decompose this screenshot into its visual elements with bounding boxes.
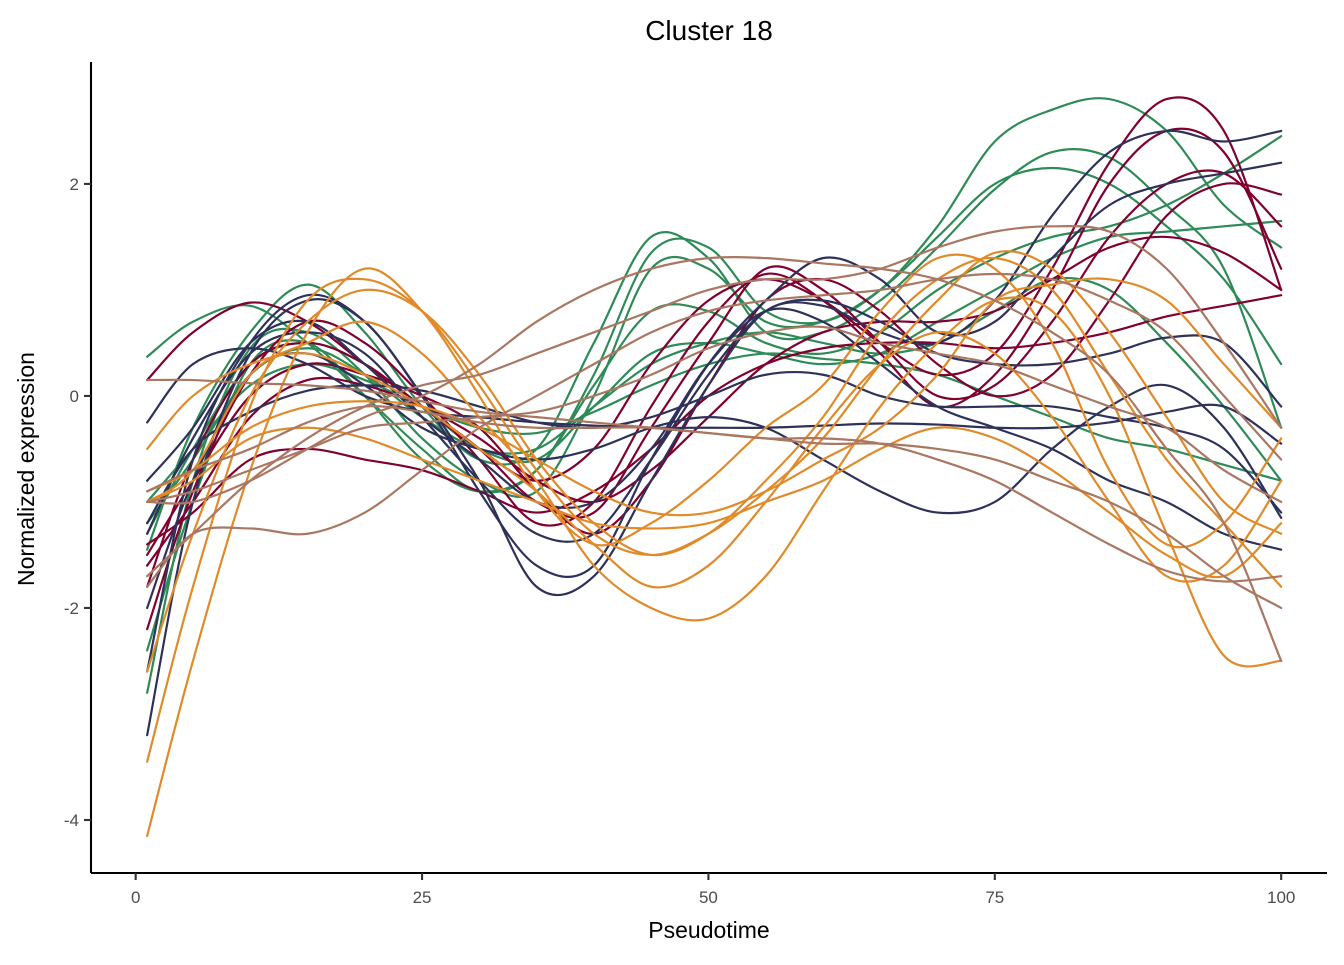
y-tick-label: -4 bbox=[64, 811, 79, 830]
y-tick-label: 0 bbox=[70, 387, 79, 406]
series-line-gene-32 bbox=[146, 325, 1283, 504]
series-line-gene-15 bbox=[146, 161, 1283, 673]
y-axis-title: Normalized expression bbox=[13, 352, 39, 586]
y-tick-label: 2 bbox=[70, 175, 79, 194]
series-layer bbox=[146, 96, 1283, 837]
series-line-gene-18 bbox=[146, 370, 1283, 525]
series-line-gene-02 bbox=[146, 148, 1283, 551]
series-line-gene-29 bbox=[146, 256, 1283, 663]
series-line-gene-19 bbox=[146, 347, 1283, 445]
y-axis-ticks: -4 -2 0 2 bbox=[64, 175, 91, 830]
series-line-gene-01 bbox=[146, 97, 1283, 494]
x-axis-ticks: 0 25 50 75 100 bbox=[131, 873, 1295, 907]
series-line-gene-06 bbox=[146, 276, 1283, 525]
series-line-gene-31 bbox=[146, 272, 1283, 588]
series-line-gene-24 bbox=[146, 296, 1283, 668]
series-line-gene-12 bbox=[146, 235, 1283, 567]
series-line-gene-23 bbox=[146, 256, 1283, 673]
series-line-gene-17 bbox=[146, 307, 1283, 551]
x-tick-label: 0 bbox=[131, 888, 140, 907]
chart-title: Cluster 18 bbox=[645, 15, 773, 46]
series-line-gene-08 bbox=[146, 96, 1283, 482]
series-line-gene-26 bbox=[146, 426, 1283, 579]
x-axis-title: Pseudotime bbox=[648, 917, 769, 943]
x-tick-label: 75 bbox=[985, 888, 1004, 907]
series-line-gene-14 bbox=[146, 129, 1283, 737]
x-tick-label: 50 bbox=[699, 888, 718, 907]
y-tick-label: -2 bbox=[64, 599, 79, 618]
series-line-gene-33 bbox=[146, 405, 1283, 610]
series-line-gene-25 bbox=[146, 331, 1283, 589]
series-line-gene-30 bbox=[146, 225, 1283, 578]
x-tick-label: 25 bbox=[413, 888, 432, 907]
series-line-gene-21 bbox=[146, 253, 1283, 837]
series-line-gene-22 bbox=[146, 250, 1283, 763]
x-tick-label: 100 bbox=[1267, 888, 1295, 907]
series-line-gene-27 bbox=[146, 277, 1283, 517]
